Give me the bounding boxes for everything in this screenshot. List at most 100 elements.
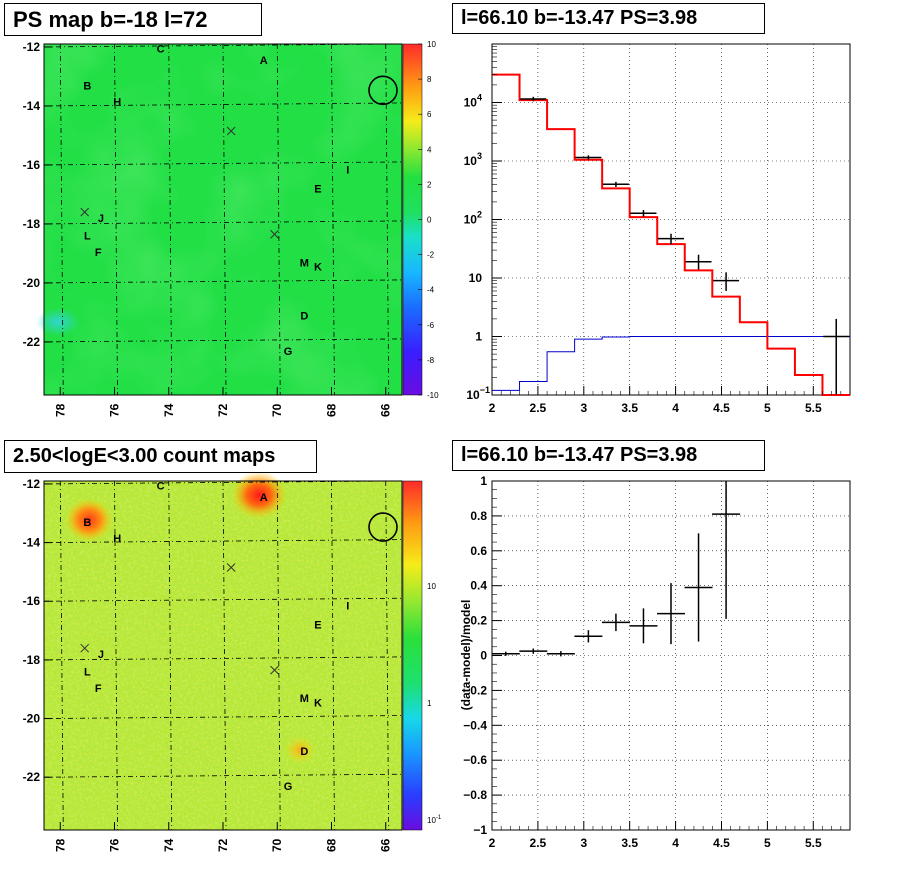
- residual-xtick-label: 4.5: [713, 836, 730, 850]
- residual-ytick-label: −1: [473, 823, 487, 837]
- residual-xtick-label: 5: [764, 836, 771, 850]
- ps-colorbar-label: 10: [427, 40, 436, 49]
- map-gridline-l: [276, 43, 281, 396]
- count-map-blob-b: [65, 498, 113, 542]
- map-xtick-label: 72: [216, 838, 230, 852]
- ps-colorbar-label: -2: [427, 251, 435, 260]
- residual-ytick-label: −0.8: [463, 788, 487, 802]
- ps-colorbar-label: -8: [427, 356, 435, 365]
- source-label-i: I: [346, 164, 349, 176]
- map-xtick-label: 68: [324, 838, 338, 852]
- spectrum-ytick-base: 1: [475, 330, 482, 344]
- map-gridline-l: [222, 480, 227, 831]
- source-label-m: M: [300, 257, 309, 269]
- map-gridline-l: [59, 43, 64, 396]
- source-label-l: L: [84, 667, 91, 679]
- map-xtick-label: 74: [162, 838, 176, 852]
- map-xtick-label: 70: [270, 838, 284, 852]
- count-colorbar-labels: 10 1 10-1: [427, 582, 442, 825]
- spectrum-ytick-base: 10: [464, 154, 478, 168]
- source-label-d: D: [300, 310, 308, 322]
- map-xtick-label: 70: [270, 403, 284, 417]
- spectrum-ytick-label: 10−1: [466, 385, 490, 402]
- residual-ytick-label: 0.4: [470, 579, 487, 593]
- source-label-g: G: [284, 346, 293, 358]
- spectrum-data-points: [520, 96, 850, 395]
- ps-colorbar-label: 6: [427, 110, 432, 119]
- map-gridline-l: [168, 43, 173, 396]
- count-colorbar-label-10: 10: [427, 582, 436, 591]
- source-label-i: I: [346, 601, 349, 613]
- spectrum-ytick-label: 102: [464, 210, 482, 227]
- residual-title: l=66.10 b=-13.47 PS=3.98: [452, 440, 765, 471]
- map-gridline-l: [276, 480, 281, 831]
- residual-xtick-label: 3: [580, 836, 587, 850]
- selected-position-circle: [368, 512, 398, 542]
- ps-map-cyan-spot: [36, 308, 80, 336]
- ps-map-texture: [44, 44, 402, 395]
- source-label-j: J: [98, 213, 104, 225]
- count-map-blob-a: [231, 471, 287, 519]
- spectrum-ytick-exp: −1: [480, 385, 490, 395]
- residual-ylabel: (data-model)/model: [459, 600, 473, 711]
- map-xtick-label: 76: [108, 838, 122, 852]
- spectrum-ytick-base: 10: [464, 213, 478, 227]
- ps-colorbar-label: 4: [427, 145, 432, 154]
- spectrum-histograms: [492, 73, 850, 396]
- source-label-a: A: [260, 492, 268, 504]
- map-ytick-label: -16: [23, 594, 41, 608]
- residual-xtick-label: 3.5: [621, 836, 638, 850]
- count-colorbar-label-tenth: 10-1: [427, 815, 442, 825]
- spectrum-title: l=66.10 b=-13.47 PS=3.98: [452, 3, 765, 34]
- source-label-l: L: [84, 231, 91, 243]
- spectrum-ytick-base: 10: [466, 388, 480, 402]
- count-colorbar-label-tenth-base: 10: [427, 816, 436, 825]
- ps-colorbar-label: -6: [427, 321, 435, 330]
- residual-xtick-label: 4: [672, 836, 679, 850]
- source-label-c: C: [157, 43, 165, 55]
- ps-colorbar-label: 8: [427, 75, 432, 84]
- spectrum-xtick-label: 5: [764, 401, 771, 415]
- spectrum-ytick-base: 10: [469, 271, 483, 285]
- cross-marker: [226, 563, 236, 572]
- source-label-k: K: [314, 262, 322, 274]
- map-gridline-l: [222, 43, 227, 396]
- residual-data-points: [491, 481, 741, 657]
- residual-ytick-label: 0: [480, 649, 487, 663]
- map-xtick-label: 76: [108, 403, 122, 417]
- map-xtick-label: 66: [379, 403, 393, 417]
- count-map-texture-2: [44, 481, 402, 830]
- model-red-step: [492, 73, 850, 396]
- count-map-blob-d: [284, 736, 316, 764]
- source-label-c: C: [157, 480, 165, 492]
- source-label-k: K: [314, 697, 322, 709]
- residual-ytick-label: 0.8: [470, 509, 487, 523]
- source-label-d: D: [300, 746, 308, 758]
- map-gridline-l: [331, 43, 335, 396]
- map-gridline-l: [114, 43, 118, 396]
- selected-position-circle: [368, 75, 398, 106]
- source-label-e: E: [314, 184, 321, 196]
- map-xtick-label: 74: [162, 403, 176, 417]
- residual-ytick-label: −0.6: [463, 753, 487, 767]
- residual-xtick-label: 5.5: [805, 836, 822, 850]
- map-gridline-l: [385, 480, 390, 831]
- map-xtick-label: 78: [53, 403, 67, 417]
- ps-colorbar-label: -10: [427, 391, 439, 400]
- spectrum-xtick-label: 4.5: [713, 401, 730, 415]
- residual-xtick-label: 2.5: [530, 836, 547, 850]
- map-xtick-label: 78: [53, 838, 67, 852]
- spectrum-ytick-exp: 4: [477, 93, 482, 103]
- spectrum-ytick-label: 1: [475, 330, 482, 344]
- map-ytick-label: -18: [23, 653, 41, 667]
- source-label-j: J: [98, 649, 104, 661]
- source-label-h: H: [113, 97, 121, 109]
- source-label-f: F: [95, 683, 102, 695]
- ps-map-sources: A B C H I E JLF M K D G: [80, 43, 398, 358]
- ps-colorbar-label: 0: [427, 216, 432, 225]
- map-ytick-label: -16: [23, 158, 41, 172]
- spectrum-xtick-label: 3: [580, 401, 587, 415]
- cross-marker: [226, 126, 236, 136]
- spectrum-xtick-label: 2.5: [530, 401, 547, 415]
- map-gridline-l: [331, 480, 335, 831]
